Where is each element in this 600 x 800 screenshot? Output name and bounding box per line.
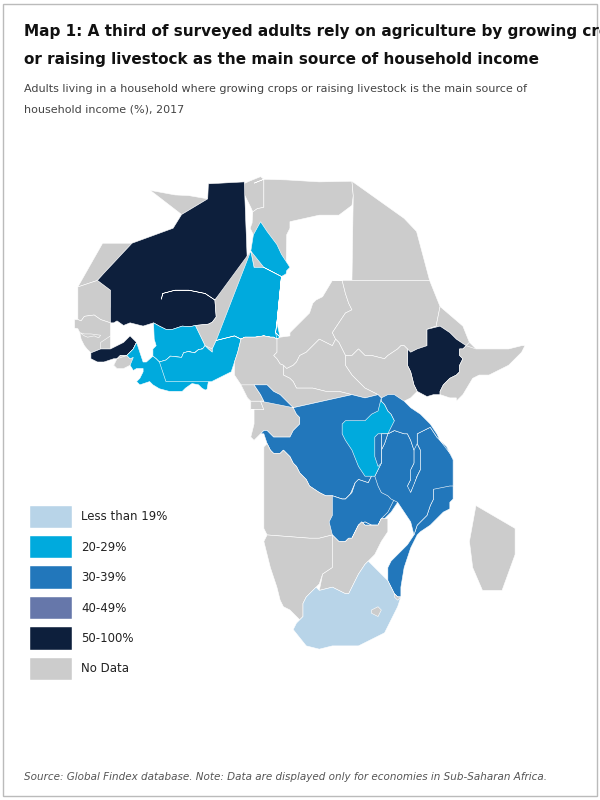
Text: 50-100%: 50-100%	[81, 632, 133, 645]
Polygon shape	[97, 182, 248, 330]
Polygon shape	[91, 336, 137, 362]
Polygon shape	[264, 443, 355, 538]
Polygon shape	[352, 182, 430, 281]
Polygon shape	[375, 434, 382, 466]
Text: 40-49%: 40-49%	[81, 602, 127, 614]
Polygon shape	[78, 281, 117, 323]
Polygon shape	[274, 281, 352, 369]
Polygon shape	[127, 336, 241, 391]
Polygon shape	[382, 434, 388, 450]
Polygon shape	[375, 427, 453, 535]
Text: 20-29%: 20-29%	[81, 541, 127, 554]
Polygon shape	[78, 190, 208, 287]
Polygon shape	[469, 506, 515, 590]
Polygon shape	[371, 606, 382, 617]
Polygon shape	[241, 385, 264, 401]
Polygon shape	[394, 594, 401, 600]
Polygon shape	[235, 336, 352, 411]
Polygon shape	[388, 427, 453, 597]
Text: 30-39%: 30-39%	[81, 571, 126, 584]
Polygon shape	[440, 346, 525, 401]
Polygon shape	[196, 251, 287, 352]
Polygon shape	[332, 281, 440, 358]
Text: Source: Global Findex database. Note: Data are displayed only for economies in S: Source: Global Findex database. Note: Da…	[24, 773, 547, 782]
Polygon shape	[346, 346, 417, 401]
Polygon shape	[208, 181, 290, 277]
Polygon shape	[329, 430, 414, 542]
Polygon shape	[205, 346, 212, 352]
Polygon shape	[401, 434, 421, 502]
Polygon shape	[114, 342, 140, 369]
Polygon shape	[251, 385, 300, 440]
Polygon shape	[242, 177, 264, 212]
Polygon shape	[251, 401, 264, 410]
Text: Map 1: A third of surveyed adults rely on agriculture by growing crops: Map 1: A third of surveyed adults rely o…	[24, 24, 600, 39]
Polygon shape	[160, 222, 290, 382]
Text: household income (%), 2017: household income (%), 2017	[24, 104, 184, 114]
Polygon shape	[199, 346, 212, 352]
Polygon shape	[74, 315, 110, 353]
Polygon shape	[427, 306, 469, 346]
Polygon shape	[188, 346, 212, 353]
Polygon shape	[254, 385, 394, 499]
Polygon shape	[283, 339, 378, 398]
Text: Less than 19%: Less than 19%	[81, 510, 167, 523]
Text: Adults living in a household where growing crops or raising livestock is the mai: Adults living in a household where growi…	[24, 84, 527, 94]
Polygon shape	[101, 336, 110, 349]
Text: or raising livestock as the main source of household income: or raising livestock as the main source …	[24, 52, 539, 67]
Polygon shape	[264, 535, 332, 620]
Polygon shape	[382, 394, 450, 454]
Polygon shape	[407, 326, 479, 397]
Text: No Data: No Data	[81, 662, 129, 675]
Polygon shape	[80, 333, 101, 338]
Polygon shape	[114, 342, 140, 369]
Polygon shape	[332, 493, 407, 545]
Polygon shape	[153, 323, 205, 362]
Polygon shape	[319, 518, 388, 594]
Polygon shape	[293, 561, 401, 649]
Polygon shape	[460, 342, 479, 358]
Polygon shape	[250, 179, 353, 277]
Polygon shape	[342, 398, 394, 476]
